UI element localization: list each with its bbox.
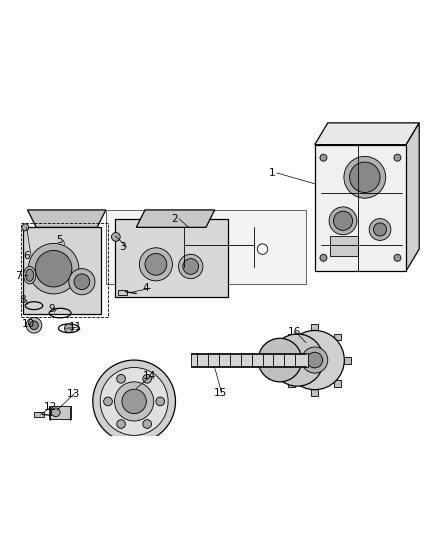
Text: 8: 8 [19, 295, 25, 305]
Polygon shape [115, 219, 228, 297]
Text: 2: 2 [171, 214, 178, 224]
Text: 14: 14 [143, 371, 156, 381]
Circle shape [64, 324, 73, 333]
Circle shape [145, 254, 167, 275]
Bar [344, 357, 351, 364]
Bar [311, 324, 318, 331]
Circle shape [100, 367, 168, 435]
Circle shape [112, 232, 120, 241]
Text: 1: 1 [269, 168, 276, 178]
Bar [279, 357, 286, 364]
Bar [288, 379, 295, 386]
Circle shape [374, 223, 387, 236]
Bar [288, 334, 295, 341]
Circle shape [74, 274, 90, 289]
Text: 9: 9 [48, 304, 55, 314]
Bar [191, 353, 308, 367]
Circle shape [51, 408, 60, 417]
Circle shape [183, 259, 198, 274]
Circle shape [369, 219, 391, 240]
Circle shape [344, 156, 386, 198]
Text: 11: 11 [69, 322, 82, 333]
Circle shape [104, 397, 113, 406]
Circle shape [302, 347, 328, 373]
Bar [330, 236, 358, 256]
Bar [34, 412, 44, 417]
Text: 6: 6 [23, 251, 30, 261]
Bar [49, 406, 71, 419]
Text: 12: 12 [44, 402, 57, 411]
Circle shape [30, 321, 39, 329]
Polygon shape [315, 123, 419, 144]
Text: 13: 13 [67, 389, 80, 399]
Circle shape [179, 254, 203, 279]
Polygon shape [28, 210, 106, 228]
Bar [334, 379, 341, 386]
Circle shape [115, 382, 154, 421]
Text: 3: 3 [119, 242, 126, 252]
Bar [311, 389, 318, 396]
Circle shape [214, 244, 224, 254]
Ellipse shape [24, 266, 36, 284]
Text: 15: 15 [214, 387, 227, 398]
Circle shape [285, 330, 344, 390]
Circle shape [257, 244, 268, 254]
Text: 7: 7 [15, 271, 22, 281]
Circle shape [394, 154, 401, 161]
Circle shape [394, 254, 401, 261]
Circle shape [139, 248, 173, 281]
Polygon shape [23, 228, 102, 314]
Circle shape [143, 419, 152, 429]
Text: 5: 5 [56, 236, 63, 245]
Circle shape [350, 162, 380, 192]
Circle shape [69, 269, 95, 295]
Circle shape [35, 251, 72, 287]
Circle shape [148, 244, 159, 254]
Circle shape [26, 318, 42, 333]
Text: 10: 10 [22, 319, 35, 329]
Polygon shape [106, 210, 306, 284]
Bar [118, 290, 127, 295]
Circle shape [271, 334, 323, 386]
Circle shape [307, 352, 322, 368]
Circle shape [22, 224, 29, 231]
Circle shape [93, 360, 176, 443]
Circle shape [258, 338, 302, 382]
Circle shape [320, 154, 327, 161]
Text: 16: 16 [288, 327, 301, 337]
Ellipse shape [26, 269, 34, 281]
Polygon shape [315, 144, 406, 271]
Polygon shape [136, 210, 215, 228]
Circle shape [329, 207, 357, 235]
Text: 4: 4 [143, 283, 149, 293]
Circle shape [320, 254, 327, 261]
Circle shape [117, 375, 125, 383]
Polygon shape [406, 123, 419, 271]
Circle shape [156, 397, 165, 406]
Circle shape [117, 419, 125, 429]
Circle shape [143, 375, 152, 383]
Circle shape [122, 389, 146, 414]
Bar [21, 223, 108, 317]
Bar [334, 334, 341, 341]
Circle shape [333, 211, 353, 230]
Circle shape [28, 244, 79, 294]
